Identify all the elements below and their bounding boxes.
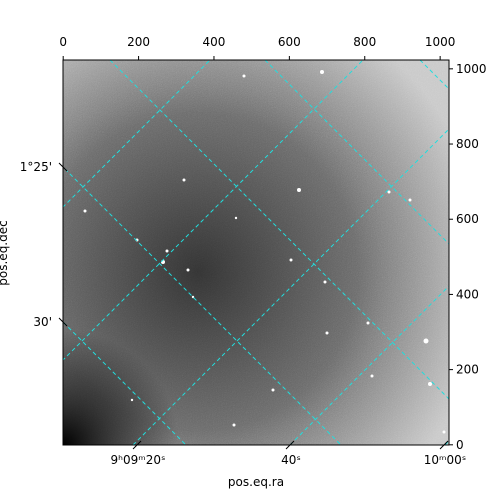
y-tick-label: 800 [456, 137, 479, 151]
stars [83, 70, 446, 434]
dec-tick [58, 317, 68, 327]
y-axis-label: pos.eq.dec [0, 220, 10, 285]
x-tick-label: 400 [203, 35, 226, 49]
ra-tick-label: 9ʰ09ᵐ20ˢ [111, 453, 166, 467]
ra-tick-label: 10ᵐ00ˢ [424, 453, 467, 467]
dec-tick [58, 162, 68, 172]
x-tick-label: 0 [59, 35, 67, 49]
ra-tick-label: 40ˢ [281, 453, 301, 467]
x-tick-label: 800 [353, 35, 376, 49]
ra-tick [285, 440, 295, 450]
y-tick-label: 0 [456, 438, 464, 452]
ra-grid-line [444, 440, 449, 445]
y-tick-label: 200 [456, 363, 479, 377]
dec-tick-label: 1°25' [20, 160, 52, 174]
dec-tick-label: 30' [33, 315, 52, 329]
x-tick-label: 1000 [425, 35, 456, 49]
y-tick-label: 1000 [456, 62, 487, 76]
x-tick-label: 200 [127, 35, 150, 49]
ra-tick [132, 440, 142, 450]
y-tick-label: 400 [456, 287, 479, 301]
x-axis-label: pos.eq.ra [228, 475, 284, 489]
y-tick-label: 600 [456, 212, 479, 226]
ra-tick [439, 440, 449, 450]
axes-frame [62, 59, 450, 446]
image [63, 60, 449, 445]
x-tick-label: 600 [278, 35, 301, 49]
